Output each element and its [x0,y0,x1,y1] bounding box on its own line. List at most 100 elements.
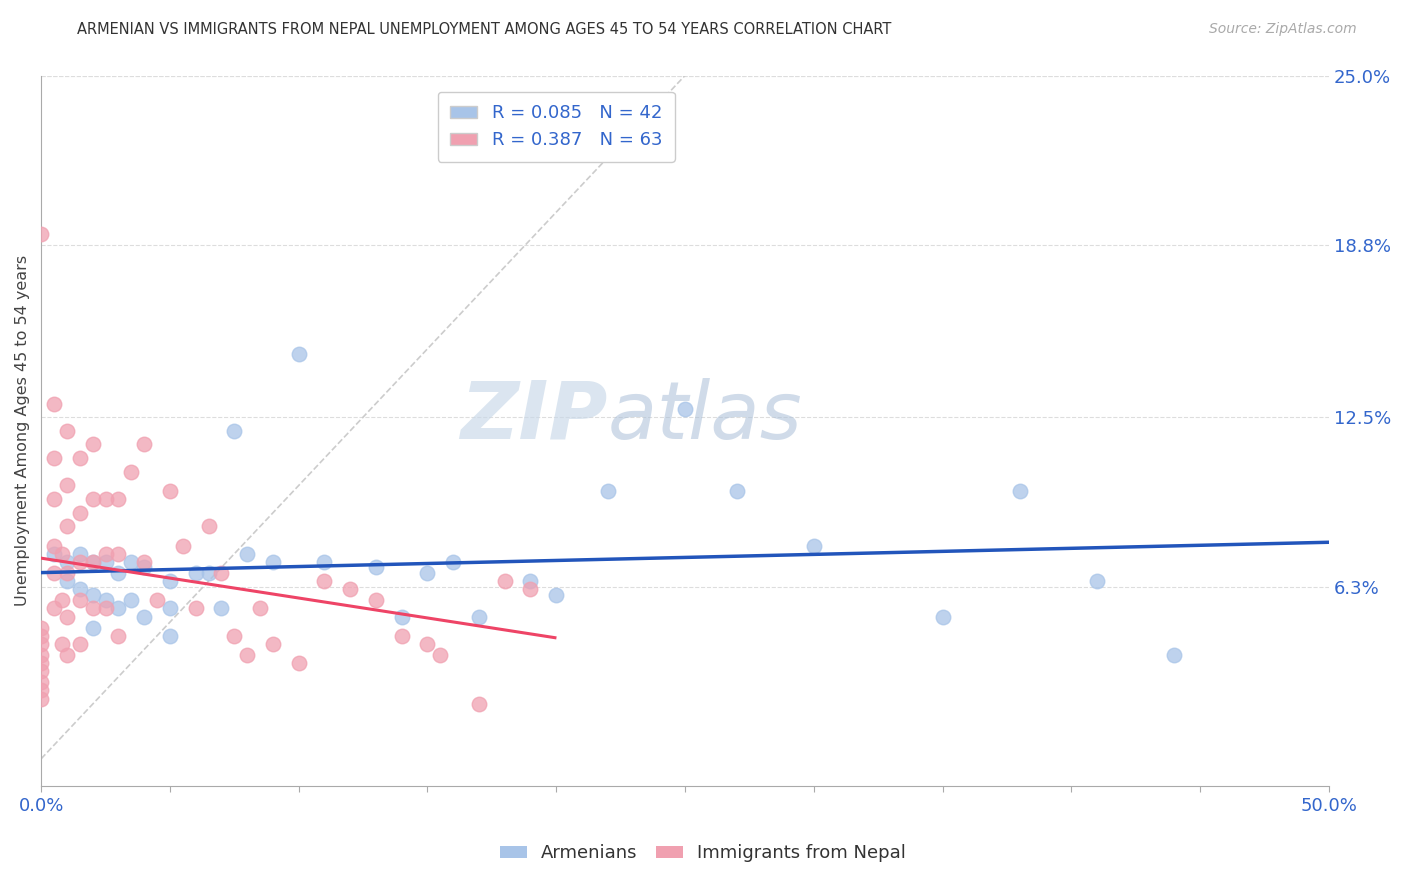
Point [236,648,259,662]
Point [441,555,464,569]
Point [134,609,156,624]
Point [56,424,79,438]
Point [82,437,104,451]
Point [339,582,361,597]
Point [159,574,181,589]
Point [224,629,246,643]
Point [494,574,516,589]
Point [236,547,259,561]
Point [725,483,748,498]
Point [197,566,219,580]
Point [30,621,52,635]
Point [673,401,696,416]
Point [30,648,52,662]
Point [30,675,52,690]
Point [120,593,142,607]
Point [51,547,73,561]
Point [82,601,104,615]
Point [120,465,142,479]
Point [56,609,79,624]
Point [82,621,104,635]
Point [134,437,156,451]
Point [30,691,52,706]
Point [134,555,156,569]
Point [56,519,79,533]
Point [42,492,65,507]
Point [69,593,91,607]
Point [94,547,117,561]
Point [42,539,65,553]
Point [287,347,309,361]
Point [94,601,117,615]
Point [146,593,169,607]
Point [56,478,79,492]
Point [107,547,129,561]
Point [56,574,79,589]
Point [107,566,129,580]
Point [107,601,129,615]
Point [209,566,232,580]
Point [69,582,91,597]
Point [364,593,387,607]
Point [30,656,52,670]
Point [69,451,91,466]
Point [42,396,65,410]
Point [224,424,246,438]
Point [1085,574,1108,589]
Point [69,555,91,569]
Point [546,588,568,602]
Point [287,656,309,670]
Point [184,601,207,615]
Legend: Armenians, Immigrants from Nepal: Armenians, Immigrants from Nepal [492,838,914,870]
Point [172,539,194,553]
Point [519,574,541,589]
Point [120,555,142,569]
Point [1008,483,1031,498]
Point [391,609,413,624]
Point [134,560,156,574]
Point [42,547,65,561]
Point [197,519,219,533]
Point [30,227,52,241]
Legend: R = 0.085   N = 42, R = 0.387   N = 63: R = 0.085 N = 42, R = 0.387 N = 63 [437,92,675,162]
Text: Source: ZipAtlas.com: Source: ZipAtlas.com [1209,22,1357,37]
Point [468,609,491,624]
Point [94,492,117,507]
Point [94,555,117,569]
Point [51,637,73,651]
Point [56,555,79,569]
Point [82,555,104,569]
Point [94,593,117,607]
Point [1163,648,1185,662]
Text: ZIP: ZIP [460,377,607,456]
Y-axis label: Unemployment Among Ages 45 to 54 years: Unemployment Among Ages 45 to 54 years [15,255,30,607]
Point [262,637,284,651]
Point [30,665,52,679]
Point [42,451,65,466]
Point [56,648,79,662]
Point [596,483,619,498]
Point [107,492,129,507]
Point [416,637,439,651]
Point [429,648,451,662]
Point [364,560,387,574]
Point [184,566,207,580]
Point [82,588,104,602]
Point [931,609,953,624]
Point [159,629,181,643]
Point [803,539,825,553]
Point [416,566,439,580]
Point [249,601,271,615]
Point [262,555,284,569]
Point [82,555,104,569]
Point [159,483,181,498]
Point [391,629,413,643]
Point [30,629,52,643]
Point [42,566,65,580]
Point [314,574,336,589]
Point [69,547,91,561]
Text: atlas: atlas [607,377,803,456]
Point [69,506,91,520]
Point [209,601,232,615]
Point [159,601,181,615]
